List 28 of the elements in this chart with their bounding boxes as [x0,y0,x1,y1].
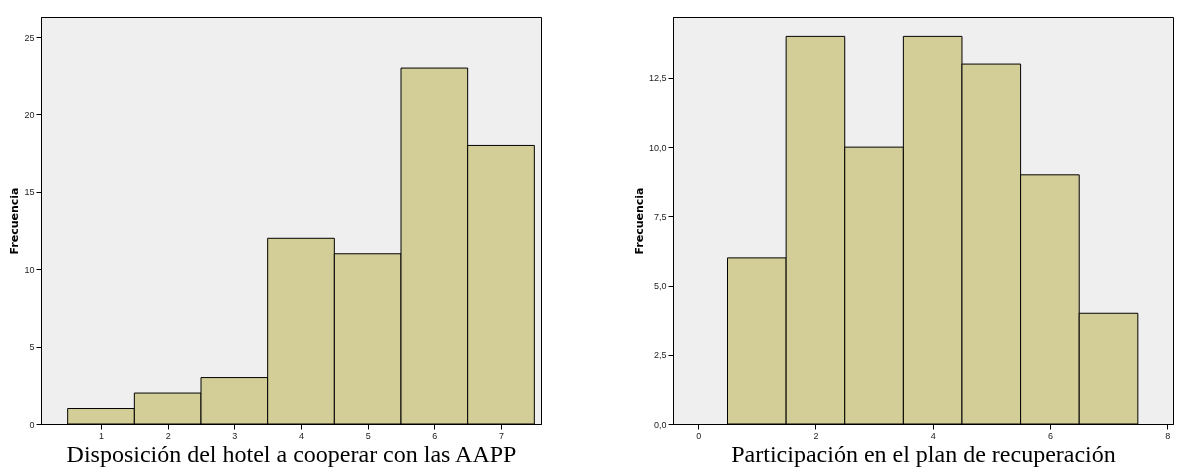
x-axis-title: Disposición del hotel a cooperar con las AAPP [66,440,517,467]
y-tick-label: 12,5 [648,73,667,84]
x-tick-label: 0 [696,430,702,441]
y-tick-label: 10,0 [648,142,667,153]
x-tick-label: 5 [365,430,371,441]
y-tick-label: 20 [24,109,35,120]
y-axis-title: Frecuencia [8,187,22,255]
y-tick-label: 0,0 [653,419,667,430]
x-tick-label: 3 [232,430,238,441]
x-tick-label: 2 [165,430,171,441]
y-tick-label: 5 [29,342,35,353]
x-tick-label: 8 [1165,430,1171,441]
x-tick-label: 1 [98,430,105,441]
y-tick-label: 10 [24,264,35,275]
x-tick-label: 4 [930,430,936,441]
y-tick-label: 0 [29,419,35,430]
x-tick-label: 6 [1047,430,1053,441]
y-axis-title: Frecuencia [632,187,646,255]
x-axis-title: Participación en el plan de recuperación [731,440,1116,467]
x-tick-label: 2 [813,430,819,441]
x-tick-label: 7 [498,430,505,441]
y-tick-label: 5,0 [653,281,667,292]
y-tick-label: 25 [24,32,35,43]
x-tick-label: 4 [298,430,305,441]
y-tick-label: 15 [24,187,35,198]
y-tick-label: 2,5 [653,350,667,361]
x-tick-label: 6 [432,430,438,441]
y-tick-label: 7,5 [653,211,667,222]
